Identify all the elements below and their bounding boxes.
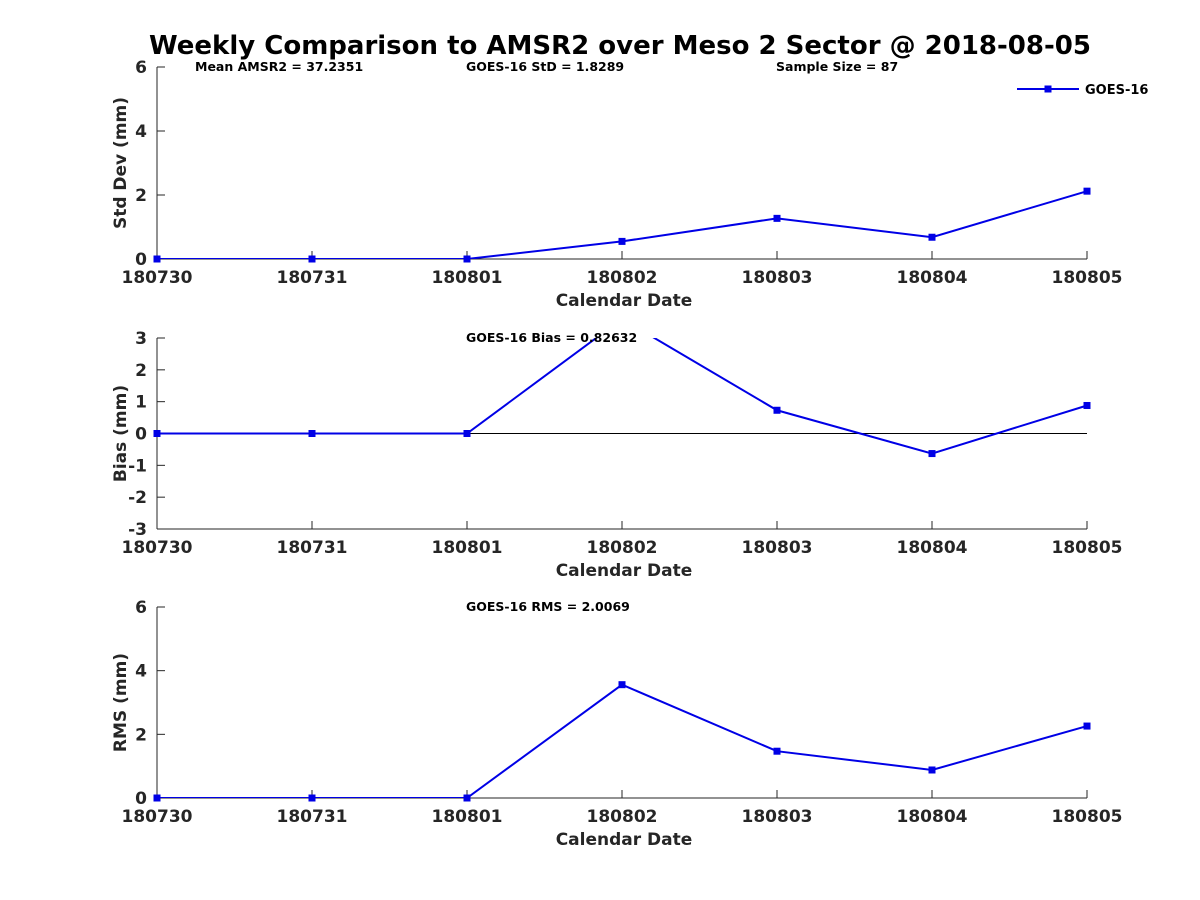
x-tick-label: 180730	[122, 538, 193, 558]
annotation-text: GOES-16 StD = 1.8289	[466, 59, 624, 74]
data-point[interactable]	[928, 450, 936, 458]
chart-panels: 180730 180731 180801 180802 180803 180804 1808…	[111, 58, 1148, 850]
x-tick-label: 180801	[432, 268, 503, 288]
y-tick-label: 2	[135, 725, 147, 745]
y-tick-label: -2	[128, 488, 147, 508]
y-tick-label: 0	[135, 789, 147, 809]
y-tick-label: 2	[135, 361, 147, 381]
annotation-text: GOES-16 RMS = 2.0069	[466, 599, 630, 614]
data-point[interactable]	[308, 255, 316, 263]
x-tick-label: 180805	[1052, 268, 1123, 288]
data-point[interactable]	[928, 233, 936, 241]
x-axis-label: Calendar Date	[556, 830, 693, 850]
data-point[interactable]	[308, 794, 316, 802]
data-point[interactable]	[463, 430, 471, 437]
annotation-text: Sample Size = 87	[776, 59, 898, 74]
data-point[interactable]	[463, 794, 471, 802]
y-tick-label: 0	[135, 425, 147, 445]
y-axis-label: Std Dev (mm)	[111, 97, 131, 229]
y-tick-label: 4	[135, 662, 147, 682]
y-tick-label: 0	[135, 250, 147, 270]
y-tick-label: 2	[135, 186, 147, 206]
data-point[interactable]	[308, 430, 316, 437]
data-point[interactable]	[618, 237, 626, 245]
y-axis-label: Bias (mm)	[111, 385, 131, 482]
chart-panel-std: 180730 180731 180801 180802 180803 180804 1808…	[111, 58, 1148, 311]
legend: GOES-16	[1017, 83, 1148, 98]
x-tick-label: 180731	[277, 268, 348, 288]
data-point[interactable]	[773, 214, 781, 222]
y-tick-label: 3	[135, 329, 147, 349]
x-tick-label: 180803	[742, 807, 813, 827]
data-point[interactable]	[773, 747, 781, 755]
x-tick-label: 180730	[122, 268, 193, 288]
x-tick-label: 180802	[587, 538, 658, 558]
x-tick-label: 180804	[897, 807, 968, 827]
x-tick-label: 180802	[587, 268, 658, 288]
data-point[interactable]	[1083, 187, 1091, 195]
y-tick-label: 6	[135, 58, 147, 78]
y-tick-label: 1	[135, 393, 147, 413]
y-tick-label: -3	[128, 520, 147, 540]
chart-panel-bias: 180730 180731 180801 180802 180803 180804 1808…	[111, 329, 1123, 581]
y-axis-label: RMS (mm)	[111, 653, 131, 752]
series-line-goes16	[157, 683, 1088, 798]
data-point[interactable]	[153, 794, 161, 802]
x-tick-label: 180730	[122, 807, 193, 827]
x-tick-label: 180803	[742, 268, 813, 288]
x-tick-label: 180731	[277, 538, 348, 558]
x-axis-label: Calendar Date	[556, 561, 693, 581]
data-point[interactable]	[1083, 401, 1091, 409]
x-axis-label: Calendar Date	[556, 291, 693, 311]
annotation-text: GOES-16 Bias = 0.82632	[466, 330, 637, 345]
x-tick-label: 180805	[1052, 538, 1123, 558]
x-tick-label: 180805	[1052, 807, 1123, 827]
data-point[interactable]	[928, 766, 936, 774]
legend-marker	[1044, 85, 1052, 93]
chart-panel-rms: 180730 180731 180801 180802 180803 180804 1808…	[111, 598, 1122, 850]
y-tick-label: -1	[128, 456, 147, 476]
legend-label: GOES-16	[1085, 83, 1148, 98]
series-line-goes16	[157, 190, 1088, 259]
data-point[interactable]	[1083, 722, 1091, 730]
x-tick-label: 180801	[432, 807, 503, 827]
data-point[interactable]	[773, 406, 781, 414]
x-tick-label: 180801	[432, 538, 503, 558]
annotation-text: Mean AMSR2 = 37.2351	[195, 59, 363, 74]
x-tick-label: 180804	[897, 268, 968, 288]
y-tick-label: 4	[135, 122, 147, 142]
x-tick-label: 180802	[587, 807, 658, 827]
data-point[interactable]	[153, 430, 161, 437]
data-point[interactable]	[153, 255, 161, 263]
chart-title: Weekly Comparison to AMSR2 over Meso 2 S…	[149, 31, 1091, 61]
data-point[interactable]	[618, 681, 626, 689]
data-point[interactable]	[463, 255, 471, 263]
x-tick-label: 180731	[277, 807, 348, 827]
x-tick-label: 180804	[897, 538, 968, 558]
y-tick-label: 6	[135, 598, 147, 618]
x-tick-label: 180803	[742, 538, 813, 558]
